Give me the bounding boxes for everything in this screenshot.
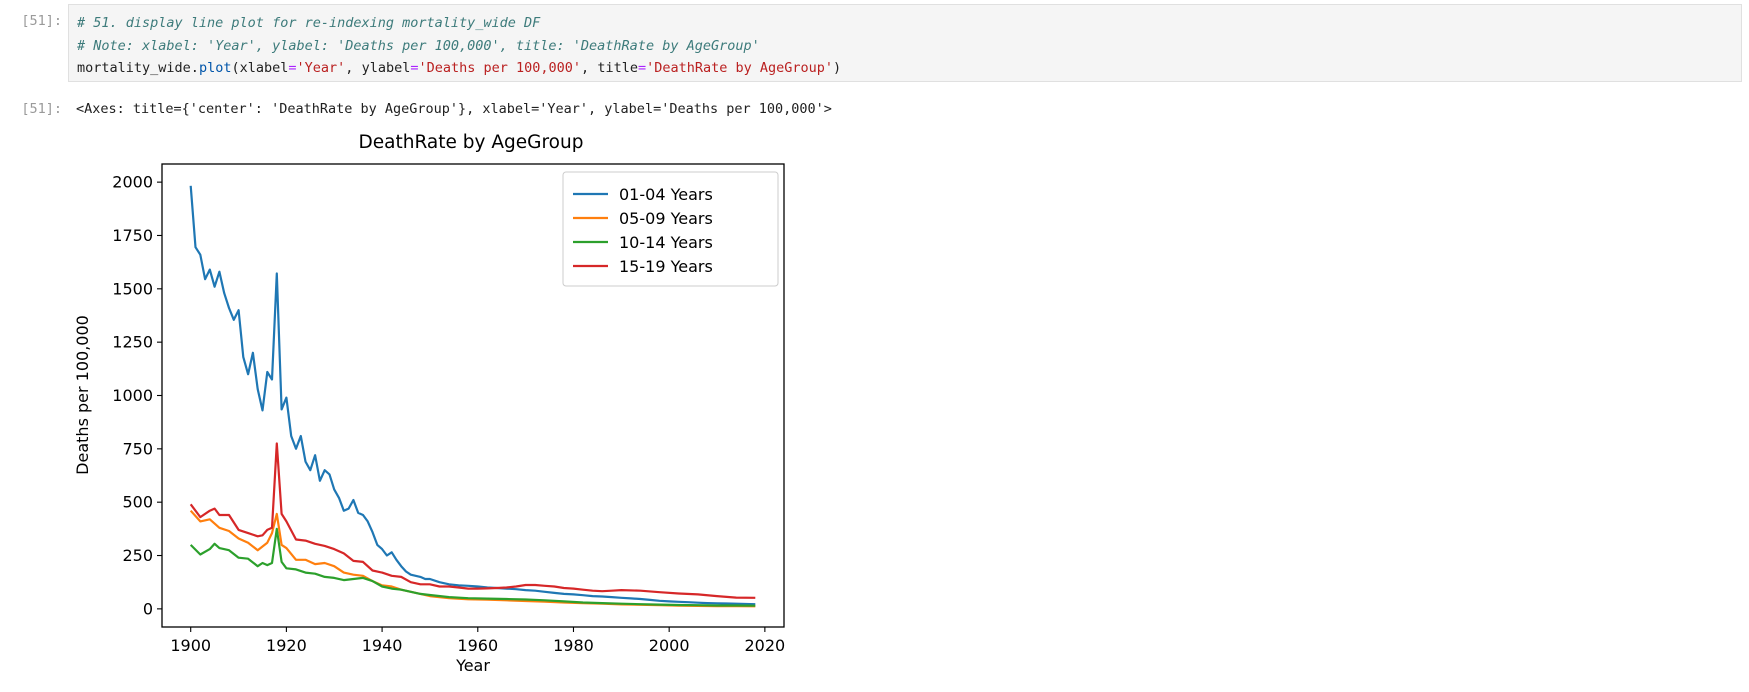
code-dot: .: [191, 60, 199, 76]
legend-label: 10-14 Years: [619, 233, 713, 252]
code-comment-line-1: # 51. display line plot for re-indexing …: [77, 15, 540, 31]
code-paren-close: ): [833, 60, 841, 76]
y-tick-label: 1250: [112, 333, 153, 352]
code-str-title: 'DeathRate by AgeGroup': [646, 60, 833, 76]
code-eq-1: =: [288, 60, 296, 76]
code-cell-input[interactable]: # 51. display line plot for re-indexing …: [68, 4, 1742, 82]
code-str-xlabel: 'Year': [297, 60, 346, 76]
code-object: mortality_wide: [77, 60, 191, 76]
x-tick-label: 1920: [266, 636, 307, 655]
output-text: <Axes: title={'center': 'DeathRate by Ag…: [76, 101, 832, 117]
y-tick-label: 1500: [112, 279, 153, 298]
input-prompt: [51]:: [0, 13, 62, 29]
code-method: plot: [199, 60, 232, 76]
code-comment-line-2: # Note: xlabel: 'Year', ylabel: 'Deaths …: [77, 38, 760, 54]
code-editor[interactable]: # 51. display line plot for re-indexing …: [77, 12, 841, 80]
x-tick-label: 1960: [457, 636, 498, 655]
y-tick-label: 750: [122, 439, 153, 458]
code-sep-1: ,: [345, 60, 361, 76]
x-axis: 1900 1920 1940 1960 1980 2000 2020: [170, 627, 785, 655]
x-tick-label: 1940: [362, 636, 403, 655]
y-axis-label: Deaths per 100,000: [73, 315, 92, 475]
y-tick-label: 0: [143, 599, 153, 618]
y-tick-label: 250: [122, 546, 153, 565]
code-paren-open: (: [231, 60, 239, 76]
legend-label: 01-04 Years: [619, 185, 713, 204]
y-tick-label: 1750: [112, 226, 153, 245]
code-kw-xlabel: xlabel: [240, 60, 289, 76]
legend-label: 05-09 Years: [619, 209, 713, 228]
y-tick-label: 500: [122, 493, 153, 512]
code-kw-title: title: [597, 60, 638, 76]
legend-label: 15-19 Years: [619, 257, 713, 276]
output-prompt: [51]:: [0, 101, 62, 117]
x-tick-label: 2020: [745, 636, 786, 655]
y-axis: 0 250 500 750 1000 1250 1500 1750 2000: [112, 173, 162, 619]
code-sep-2: ,: [581, 60, 597, 76]
code-str-ylabel: 'Deaths per 100,000': [418, 60, 581, 76]
x-tick-label: 1980: [553, 636, 594, 655]
y-tick-label: 1000: [112, 386, 153, 405]
y-tick-label: 2000: [112, 173, 153, 192]
x-tick-label: 1900: [170, 636, 211, 655]
chart-title: DeathRate by AgeGroup: [359, 132, 584, 153]
legend: 01-04 Years 05-09 Years 10-14 Years 15-19 Y…: [563, 172, 778, 286]
line-chart: DeathRate by AgeGroup 1900 1920 1940 1960 19…: [72, 128, 802, 683]
code-kw-ylabel: ylabel: [362, 60, 411, 76]
x-axis-label: Year: [455, 656, 490, 675]
code-eq-3: =: [638, 60, 646, 76]
x-tick-label: 2000: [649, 636, 690, 655]
